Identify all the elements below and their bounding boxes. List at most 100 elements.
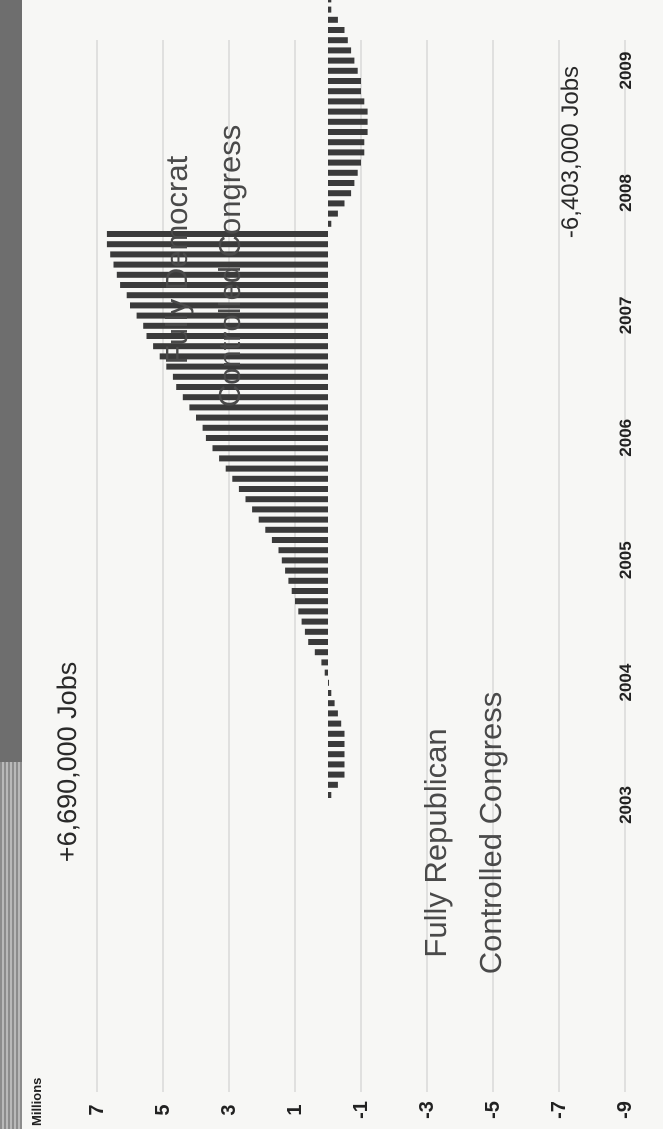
bar-19 [295,598,328,605]
bar-18 [298,608,328,615]
loss-annotation: -6,403,000 Jobs [557,66,584,238]
bar-20 [291,588,328,594]
y-tick-label-6: -5 [482,1101,504,1119]
x-tick-label-2007: 2007 [616,296,635,334]
y-tick-label-1: 5 [152,1104,174,1115]
bar-51 [116,271,328,278]
bar-45 [146,333,328,339]
x-tick-label-2005: 2005 [616,541,635,579]
bar-0 [328,792,332,798]
bar-72 [328,57,355,64]
y-tick-label-7: -7 [548,1101,570,1119]
bar-43 [159,353,328,360]
bar-75 [328,27,345,33]
y-axis-tick-labels: 7 5 3 1 -1 -3 -5 -7 -9 [86,1101,636,1119]
bar-77 [328,6,332,13]
bar-40 [176,384,328,390]
bar-58 [328,200,345,207]
gridlines [96,40,626,1092]
bar-69 [328,88,361,95]
gain-annotation: +6,690,000 Jobs [52,662,82,862]
bar-39 [182,394,328,401]
bar-37 [196,414,328,421]
scan-edge-dark [0,0,22,762]
bar-14 [314,649,328,656]
x-tick-label-2004: 2004 [616,663,635,701]
bar-63 [328,149,365,156]
bar-74 [328,37,348,44]
bar-15 [308,639,328,645]
republican-label-line2: Controlled Congress [473,692,508,975]
bar-48 [130,302,328,309]
bar-65 [328,129,368,135]
democrat-label-line2: Controlled Congress [212,125,247,408]
bar-70 [328,78,361,84]
bar-54 [106,241,329,248]
bar-13 [321,659,328,666]
x-tick-label-2003: 2003 [616,786,635,824]
bar-7 [328,720,342,727]
bar-73 [328,47,352,54]
bar-27 [258,516,328,523]
bar-32 [225,465,328,472]
bar-76 [328,16,338,23]
bar-52 [113,261,328,268]
bar-49 [126,292,328,299]
republican-label-line1: Fully Republican [418,728,453,957]
bar-62 [328,159,361,166]
bar-6 [328,730,345,737]
bar-2 [328,771,345,778]
bar-9 [328,700,335,707]
y-tick-label-3: 1 [284,1104,306,1115]
bar-11 [328,679,329,686]
bar-61 [328,169,358,176]
bar-23 [281,557,328,564]
bar-66 [328,118,368,125]
bar-67 [328,108,368,115]
y-tick-label-8: -9 [614,1101,636,1119]
bar-5 [328,741,345,747]
bar-47 [136,312,328,319]
bar-3 [328,761,345,768]
x-tick-label-2006: 2006 [616,419,635,457]
bars [106,0,368,798]
democrat-label-line1: Fully Democrat [159,155,194,364]
bar-53 [110,251,328,258]
bar-41 [172,373,328,380]
bar-59 [328,190,352,197]
bar-64 [328,139,365,146]
bar-26 [265,526,328,533]
bar-17 [301,618,328,625]
bar-35 [205,435,328,441]
bar-57 [328,210,338,217]
bar-10 [328,690,332,696]
bar-36 [202,424,328,431]
bar-71 [328,67,358,74]
x-tick-label-2008: 2008 [616,174,635,212]
y-tick-label-5: -3 [416,1101,438,1119]
bar-46 [143,322,328,329]
bar-28 [252,506,328,513]
y-tick-label-2: 3 [218,1104,240,1115]
bar-34 [212,445,328,452]
bar-44 [153,343,328,350]
bar-42 [166,363,328,370]
y-tick-label-0: 7 [86,1104,108,1115]
x-axis-tick-labels: 20032004200520062007200820092010 [616,52,635,824]
bar-12 [324,669,328,676]
bar-16 [304,628,328,635]
scan-edge-striped [0,762,22,1129]
bar-29 [245,496,328,503]
bar-30 [238,486,328,492]
y-tick-label-4: -1 [350,1101,372,1119]
bar-8 [328,710,338,717]
bar-60 [328,180,355,186]
bar-38 [189,404,328,411]
bar-24 [278,547,328,554]
bar-78 [328,0,332,3]
bar-50 [120,282,328,288]
bar-33 [219,455,328,462]
units-label: Millions [29,1078,44,1126]
bar-25 [271,537,328,543]
